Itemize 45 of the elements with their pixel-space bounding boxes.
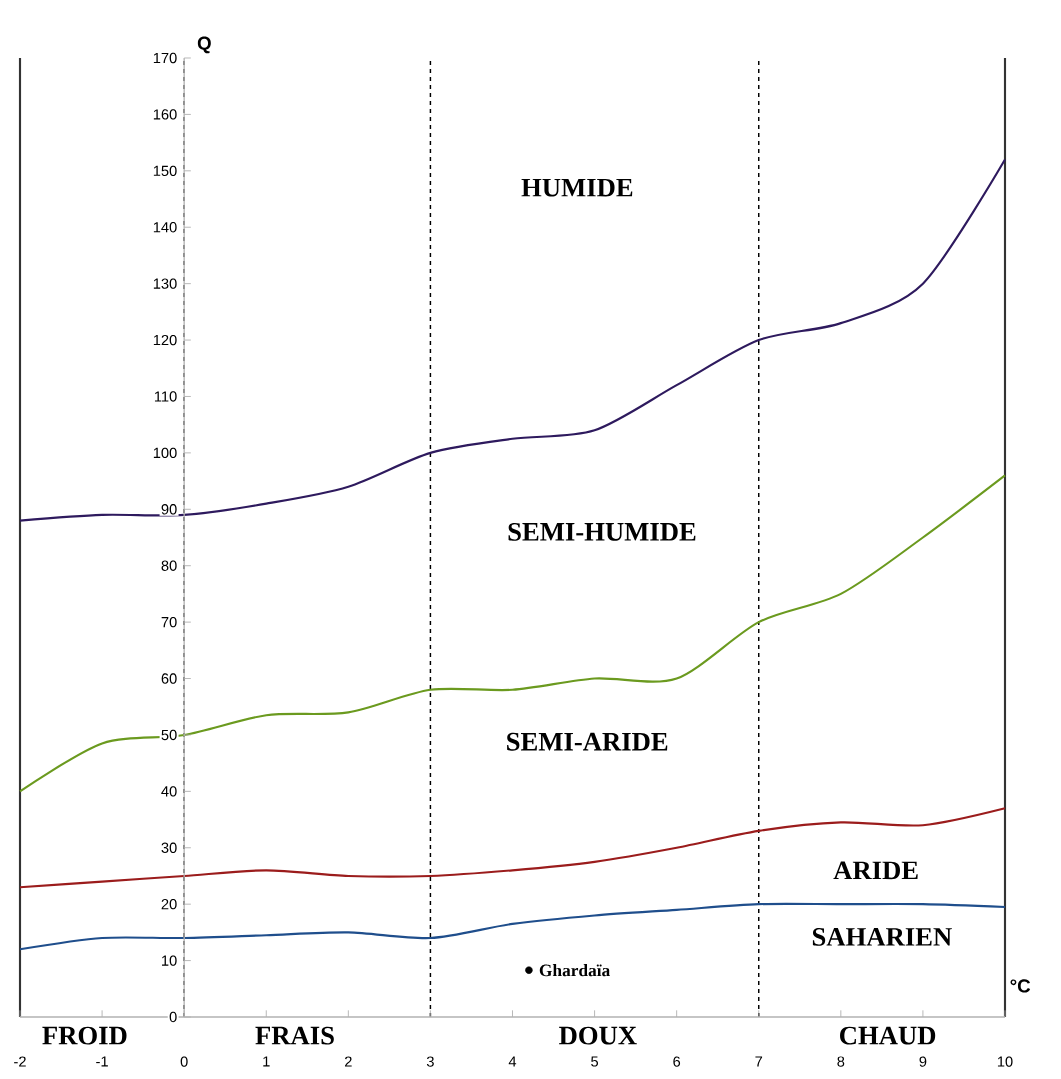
y-tick-label: 100 — [153, 447, 177, 459]
annotation: HUMIDE — [521, 178, 633, 197]
y-tick-label: 40 — [161, 786, 177, 797]
annotation: SEMI-HUMIDE — [508, 522, 696, 541]
x-tick-label: -1 — [96, 1056, 108, 1067]
text: CHAUD — [840, 1026, 936, 1045]
y-axis-title: Q — [197, 36, 211, 54]
y-tick-label: 110 — [154, 391, 177, 402]
y-tick-label: 50 — [161, 729, 177, 741]
y-tick-label: 60 — [161, 673, 177, 684]
y-tick-label: 170 — [153, 52, 177, 64]
x-tick-label: 8 — [837, 1056, 845, 1067]
x-tick-label: 4 — [508, 1056, 517, 1067]
x-tick-label: 7 — [755, 1056, 763, 1067]
annotation: ARIDE — [833, 861, 918, 880]
x-tick-label: 1 — [263, 1056, 270, 1067]
y-tick-label: 90 — [161, 504, 177, 515]
line-series — [18, 807, 1007, 889]
y-tick-label: 80 — [161, 560, 177, 571]
x-tick-label: 9 — [919, 1056, 927, 1067]
x-tick-label: 2 — [344, 1056, 352, 1067]
y-tick-label: 140 — [153, 222, 177, 233]
y-tick-label: 150 — [153, 165, 177, 177]
y-tick-label: 0 — [169, 1011, 177, 1023]
y-tick-label: 70 — [161, 616, 177, 628]
y-tick-label: 160 — [153, 109, 177, 120]
y-tick-label: 130 — [153, 278, 177, 289]
x-tick-label: 10 — [997, 1056, 1013, 1067]
x-tick-label: -2 — [14, 1056, 26, 1067]
x-tick-label: 6 — [673, 1056, 681, 1067]
x-tick-label: 0 — [180, 1056, 188, 1067]
text: DOUX — [559, 1026, 637, 1045]
y-tick-label: 120 — [153, 334, 177, 346]
text: FROID — [42, 1026, 127, 1045]
text: FRAIS — [255, 1026, 334, 1045]
annotation: SEMI-ARIDE — [507, 732, 668, 751]
annotation: SAHARIEN — [812, 927, 952, 946]
y-tick-label: 30 — [161, 842, 177, 853]
x-tick-label: 3 — [426, 1056, 434, 1067]
line-series — [18, 158, 1007, 522]
x-axis-title: °C — [1010, 979, 1031, 993]
y-tick-label: 20 — [161, 898, 177, 910]
series-label: Ghardaïa — [539, 964, 610, 977]
y-tick-label: 10 — [162, 955, 177, 966]
x-tick-label: 5 — [591, 1056, 599, 1067]
